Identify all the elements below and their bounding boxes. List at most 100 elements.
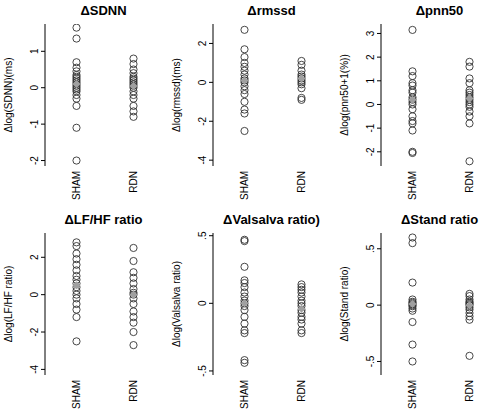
tick [209,82,213,83]
category-label: RDN [296,380,307,402]
point [241,90,248,97]
point [466,158,473,165]
point [241,306,248,313]
point [130,342,137,349]
tick [41,160,45,161]
tick-label: -4 [29,365,40,374]
tick [377,57,381,58]
panel: ΔStand ratioΔlog(Stand ratio)-.50.5SHAMR… [339,212,478,409]
title: Δrmssd [247,3,295,18]
point [298,289,305,296]
marks [241,236,306,366]
point [241,110,248,117]
category-label: RDN [296,171,307,193]
point [73,157,80,164]
point [130,328,137,335]
category-label: RDN [128,380,139,402]
tick-label: 2 [365,54,376,60]
panel: ΔrmssdΔlog(rmssd)(ms)-4-202SHAMRDN [171,3,307,200]
median [466,95,474,103]
point [130,257,137,264]
median [73,80,81,88]
tick-label: -1 [29,119,40,128]
category-label: RDN [464,380,475,402]
point [409,127,416,134]
tick [377,104,381,105]
axis-label: Δlog(pnn50+1(%)) [339,54,350,135]
category-label: SHAM [407,171,418,200]
tick-label: 0 [29,84,40,90]
point [409,72,416,79]
point [73,313,80,320]
point [241,279,248,286]
point [130,113,137,120]
tick-label: 0 [365,302,376,308]
point [73,24,80,31]
tick-label: 0 [29,291,40,297]
category-label: SHAM [239,171,250,200]
axis-label: Δlog(rmssd)(ms) [171,58,182,132]
marks [241,26,306,134]
tick [377,128,381,129]
tick-label: 1 [365,78,376,84]
y-axis [45,233,46,375]
point [466,120,473,127]
median [130,82,138,90]
median [130,291,138,299]
point [298,316,305,323]
point [241,300,248,307]
point [130,291,137,298]
marks [409,234,474,365]
point [241,320,248,327]
point [298,320,305,327]
median [298,74,306,82]
point [241,289,248,296]
tick-label: -.5 [197,365,208,377]
point [73,338,80,345]
tick [41,332,45,333]
tick [41,87,45,88]
title: ΔSDNN [80,3,126,18]
tick [209,235,213,236]
figure: ΔSDNNΔlog(SDNN)(ms)-2-101SHAMRDNΔrmssdΔl… [0,0,500,418]
tick [377,151,381,152]
y-axis [213,24,214,166]
tick-label: 2 [29,254,40,260]
category-label: SHAM [71,380,82,409]
point [73,306,80,313]
tick [209,370,213,371]
category-label: SHAM [407,380,418,409]
panel: ΔLF/HF ratioΔlog(LF/HF ratio)-4-202SHAMR… [3,212,143,409]
tick [209,160,213,161]
point [298,85,305,92]
point [241,293,248,300]
point [298,293,305,300]
median [409,300,417,308]
y-axis [381,24,382,166]
axis-label: Δlog(Stand ratio) [339,266,350,341]
tick [377,361,381,362]
median [298,305,306,313]
marks [409,26,474,165]
axis-label: Δlog(Valsalva ratio) [171,261,182,347]
tick-label: 3 [365,30,376,36]
panel: ΔValsalva ratio)Δlog(Valsalva ratio)-.50… [171,212,320,409]
point [409,120,416,127]
axis-label: Δlog(LF/HF ratio) [3,266,14,343]
point [298,75,305,82]
point [409,318,416,325]
category-label: RDN [128,171,139,193]
tick [377,305,381,306]
point [73,35,80,42]
median [241,299,249,307]
point [241,238,248,245]
point [409,26,416,33]
tick-label: 0 [197,79,208,85]
category-label: SHAM [71,171,82,200]
point [73,124,80,131]
y-axis [213,233,214,375]
point [73,102,80,109]
point [130,300,137,307]
tick-label: 2 [197,40,208,46]
y-axis [45,24,46,166]
